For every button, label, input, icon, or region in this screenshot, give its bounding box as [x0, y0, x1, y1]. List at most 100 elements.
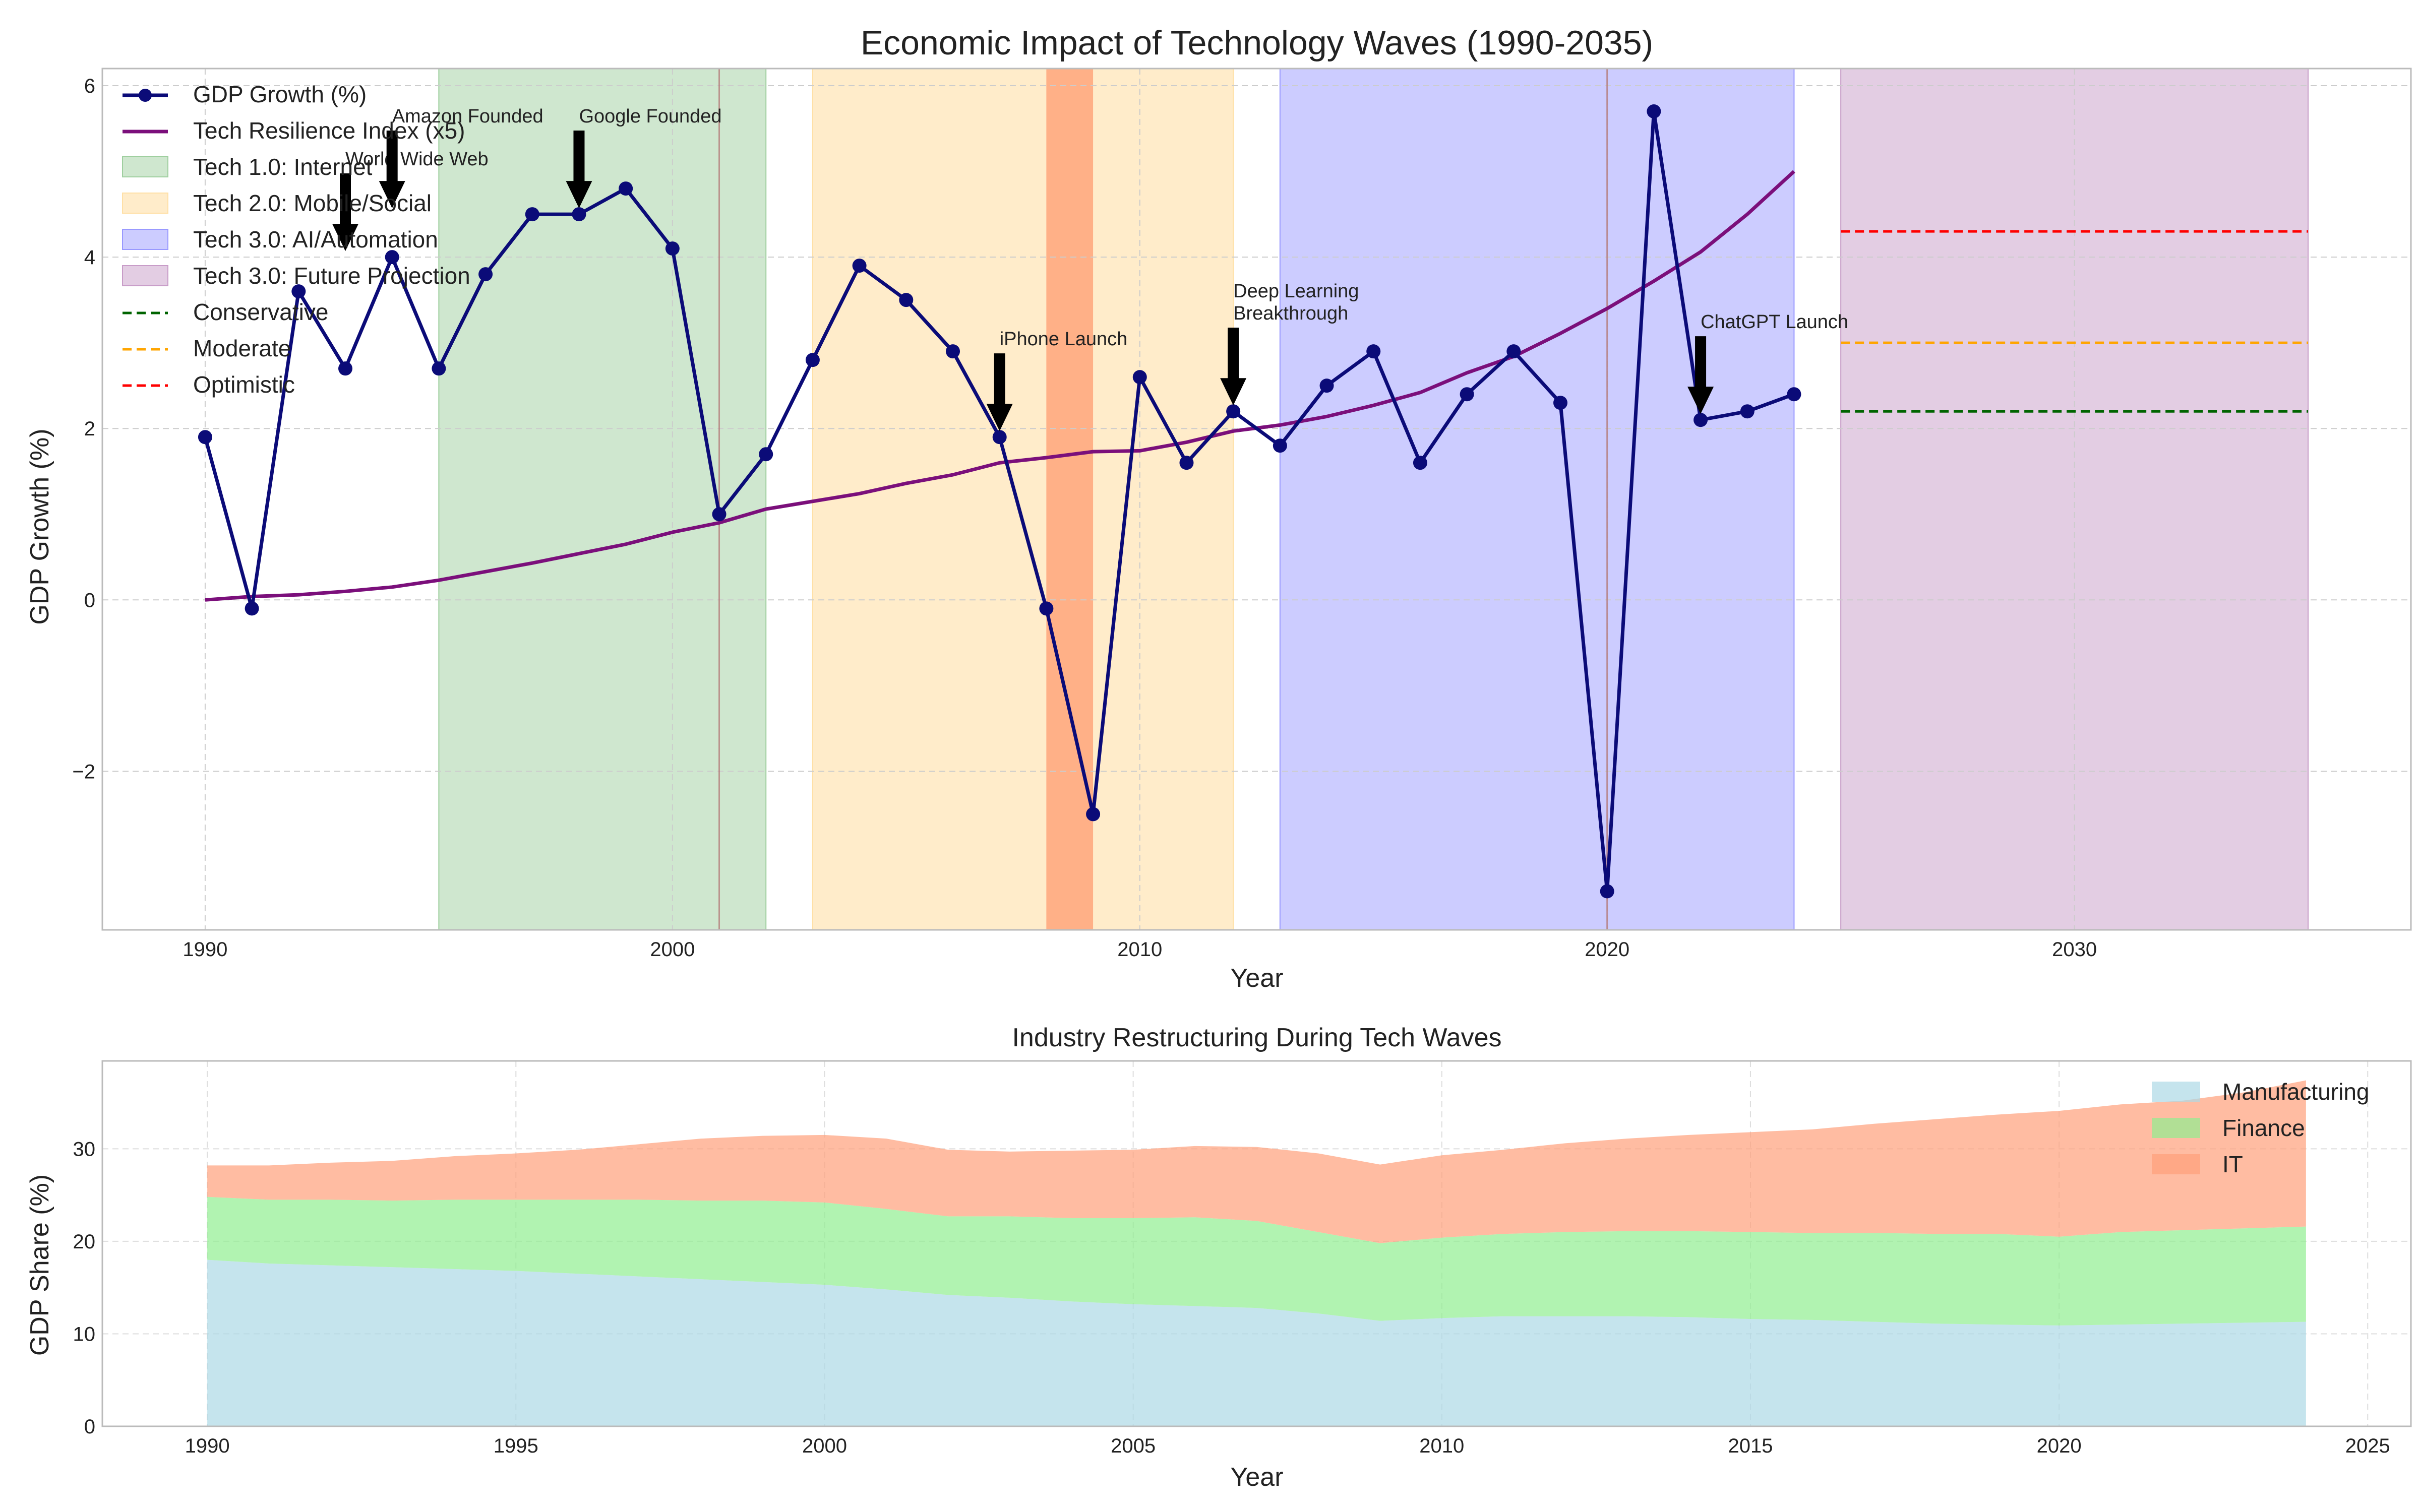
legend-label: IT: [2222, 1151, 2243, 1177]
tech-wave-bands: [438, 68, 2309, 930]
gdp-point: [1319, 379, 1334, 393]
gdp-point: [338, 361, 352, 376]
y-tick-label: 6: [84, 75, 95, 97]
legend-swatch: [122, 265, 168, 286]
x-tick-label: 2000: [802, 1435, 847, 1457]
y-tick-label: 0: [84, 1416, 95, 1438]
legend-swatch: [122, 229, 168, 250]
gdp-point: [665, 241, 680, 256]
x-tick-label: 2010: [1117, 938, 1162, 961]
annotation-label: Deep Learning: [1233, 281, 1359, 302]
annotation-arrow: [986, 353, 1013, 431]
legend-label: Tech 2.0: Mobile/Social: [193, 190, 432, 216]
annotation-label: Breakthrough: [1233, 303, 1348, 324]
gdp-point: [899, 293, 914, 307]
area-manufacturing: [207, 1259, 2306, 1426]
wave-band-0: [438, 68, 767, 930]
gdp-point: [1132, 370, 1147, 385]
gdp-point: [1600, 884, 1614, 899]
bottom-chart-title: Industry Restructuring During Tech Waves: [1012, 1023, 1501, 1052]
gdp-point: [1366, 344, 1381, 359]
gdp-point: [525, 207, 539, 222]
x-tick-label: 1990: [183, 938, 227, 961]
bottom-tick-labels: 1990 1995 2000 2005 2010 2015 2020 2025 0 10 20 30: [73, 1138, 2390, 1457]
gdp-point: [1179, 456, 1194, 470]
gdp-point: [1273, 438, 1287, 453]
legend-patch: [122, 265, 168, 286]
scenario-lines: [1841, 230, 2309, 413]
legend-swatch: [122, 156, 168, 177]
x-tick-label: 2020: [1585, 938, 1629, 961]
gdp-point: [1039, 601, 1054, 616]
annotation-arrow: [566, 131, 592, 209]
gdp-point: [946, 344, 960, 359]
gdp-growth-panel: World Wide Web Amazon Founded Google Found…: [25, 24, 2412, 993]
annotation-label: ChatGPT Launch: [1701, 311, 1848, 333]
gdp-point: [1413, 456, 1427, 470]
gdp-point: [1086, 807, 1101, 822]
stacked-areas: [207, 1080, 2306, 1426]
x-tick-label: 2020: [2037, 1435, 2082, 1457]
legend-swatch: [123, 89, 168, 102]
gdp-point: [198, 430, 212, 445]
annotation-label: World Wide Web: [345, 149, 489, 170]
wave-band-3: [1840, 68, 2309, 930]
gdp-point: [245, 601, 259, 616]
legend-patch: [2152, 1154, 2200, 1174]
x-tick-label: 2015: [1728, 1435, 1773, 1457]
legend-label: Tech 1.0: Internet: [193, 154, 373, 180]
annotation-label: iPhone Launch: [1000, 329, 1128, 350]
x-tick-label: 2010: [1419, 1435, 1464, 1457]
gdp-point: [478, 267, 493, 282]
legend-label: Tech 3.0: AI/Automation: [193, 226, 438, 253]
bottom-x-axis-label: Year: [1230, 1463, 1283, 1492]
x-tick-label: 1995: [494, 1435, 538, 1457]
annotation-label: Amazon Founded: [392, 106, 543, 127]
y-tick-label: 10: [73, 1323, 96, 1345]
y-tick-label: 0: [84, 589, 95, 611]
area-finance: [207, 1196, 2306, 1326]
event-lines: [718, 69, 1608, 930]
y-tick-label: 20: [73, 1231, 96, 1253]
legend-label: Manufacturing: [2222, 1079, 2370, 1105]
gdp-point: [1553, 396, 1567, 410]
legend-patch: [2152, 1082, 2200, 1102]
legend-label: Conservative: [193, 299, 328, 325]
annotation-arrow: [1687, 336, 1714, 414]
legend-label: Tech Resilience Index (x5): [193, 117, 465, 144]
legend-marker: [139, 89, 152, 102]
annotation-label: Google Founded: [579, 106, 721, 127]
gdp-point: [1226, 404, 1241, 419]
bottom-y-axis-label: GDP Share (%): [25, 1174, 54, 1356]
x-tick-label: 2025: [2345, 1435, 2390, 1457]
top-x-axis-label: Year: [1230, 964, 1283, 993]
gdp-point: [1506, 344, 1521, 359]
x-tick-label: 1990: [185, 1435, 230, 1457]
resilience-line: [205, 170, 1795, 602]
legend-label: GDP Growth (%): [193, 81, 367, 107]
top-series: [198, 104, 1801, 899]
top-chart-title: Economic Impact of Technology Waves (199…: [861, 24, 1653, 62]
gdp-point: [992, 430, 1007, 445]
x-tick-label: 2030: [2052, 938, 2097, 961]
gdp-point: [572, 207, 586, 222]
wave-band-1: [812, 68, 1234, 930]
x-tick-label: 2005: [1111, 1435, 1156, 1457]
gdp-point: [385, 250, 399, 265]
legend-label: Finance: [2222, 1115, 2305, 1141]
gdp-point: [1693, 413, 1708, 427]
bottom-legend: Manufacturing Finance IT: [2152, 1079, 2370, 1177]
gdp-point: [805, 353, 820, 367]
annotation-arrow: [332, 173, 358, 251]
top-legend: GDP Growth (%) Tech Resilience Index (x5)…: [122, 81, 470, 398]
industry-share-panel: 1990 1995 2000 2005 2010 2015 2020 20250102030 …: [25, 1023, 2412, 1492]
legend-label: Moderate: [193, 335, 291, 361]
legend-patch: [122, 156, 168, 177]
y-tick-label: 4: [84, 246, 95, 269]
annotation-arrow: [379, 131, 405, 209]
legend-patch: [122, 229, 168, 250]
legend-label: Tech 3.0: Future Projection: [193, 263, 470, 289]
annotation-arrow: [1220, 328, 1247, 406]
gdp-point: [712, 507, 727, 522]
